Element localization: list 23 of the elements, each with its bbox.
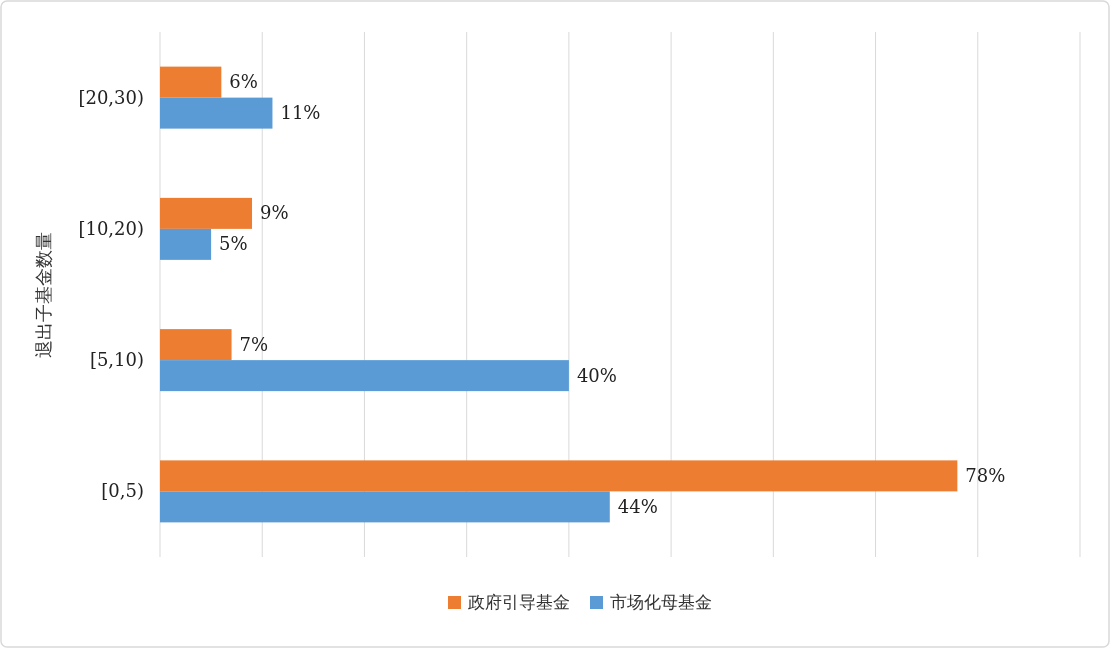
data-label: 11% (280, 102, 321, 124)
bar (160, 228, 212, 260)
y-axis-title: 退出子基金数量 (33, 231, 54, 358)
bar (160, 329, 232, 361)
data-label: 7% (239, 333, 269, 355)
data-label: 40% (576, 364, 617, 386)
y-tick-label: [20,30) (78, 86, 144, 108)
bar (160, 97, 273, 129)
legend-label: 政府引导基金 (468, 592, 570, 612)
bar (160, 66, 222, 98)
data-label: 78% (965, 464, 1006, 486)
legend-label: 市场化母基金 (610, 592, 712, 612)
data-label: 44% (617, 495, 658, 517)
data-label: 5% (219, 233, 248, 255)
bar (160, 360, 569, 392)
bar (160, 491, 610, 523)
y-tick-label: [0,5) (101, 480, 144, 502)
data-label: 9% (260, 202, 289, 224)
bar (160, 197, 252, 229)
y-tick-label: [10,20) (78, 217, 144, 239)
data-label: 6% (229, 71, 258, 93)
bar (160, 460, 958, 492)
y-tick-label: [5,10) (89, 349, 144, 371)
